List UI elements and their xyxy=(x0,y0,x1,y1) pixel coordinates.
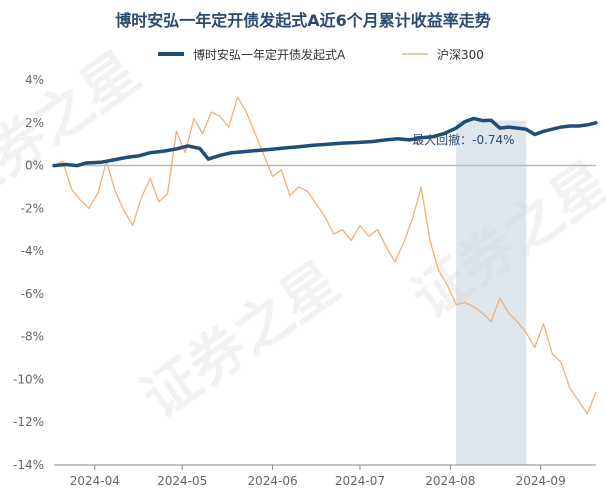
max-drawdown-band xyxy=(456,120,527,465)
y-tick-label: 4% xyxy=(25,73,44,87)
legend-label-fund: 博时安弘一年定开债发起式A xyxy=(193,47,346,62)
series-line-hs300 xyxy=(53,96,597,415)
x-tick-label: 2024-07 xyxy=(335,474,385,488)
chart-title: 博时安弘一年定开债发起式A近6个月累计收益率走势 xyxy=(115,11,491,30)
max-drawdown-label: 最大回撤：-0.74% xyxy=(412,132,514,147)
legend-label-hs300: 沪深300 xyxy=(437,48,484,62)
x-tick-label: 2024-06 xyxy=(247,474,297,488)
x-tick-label: 2024-08 xyxy=(425,474,475,488)
series-line-fund xyxy=(52,116,598,168)
y-tick-label: 0% xyxy=(25,159,44,173)
x-tick-label: 2024-09 xyxy=(516,474,566,488)
x-tick-label: 2024-05 xyxy=(157,474,207,488)
y-tick-label: -14% xyxy=(13,458,44,472)
y-tick-label: -2% xyxy=(21,201,44,215)
series-layer xyxy=(52,96,598,415)
x-axis-ticks: 2024-04 2024-05 2024-06 2024-07 2024-08 2024-… xyxy=(70,465,566,488)
legend: 博时安弘一年定开债发起式A 沪深300 xyxy=(158,47,484,62)
y-tick-label: 2% xyxy=(25,116,44,130)
watermark-text: 证券之星 xyxy=(131,250,352,432)
y-tick-label: -8% xyxy=(21,330,44,344)
y-tick-label: -6% xyxy=(21,287,44,301)
y-axis-ticks: 4% 2% 0% -2% -4% -6% -8% -10% -12% -14% xyxy=(13,73,44,472)
y-tick-label: -12% xyxy=(13,415,44,429)
y-tick-label: -4% xyxy=(21,244,44,258)
x-tick-label: 2024-04 xyxy=(70,474,120,488)
y-tick-label: -10% xyxy=(13,372,44,386)
